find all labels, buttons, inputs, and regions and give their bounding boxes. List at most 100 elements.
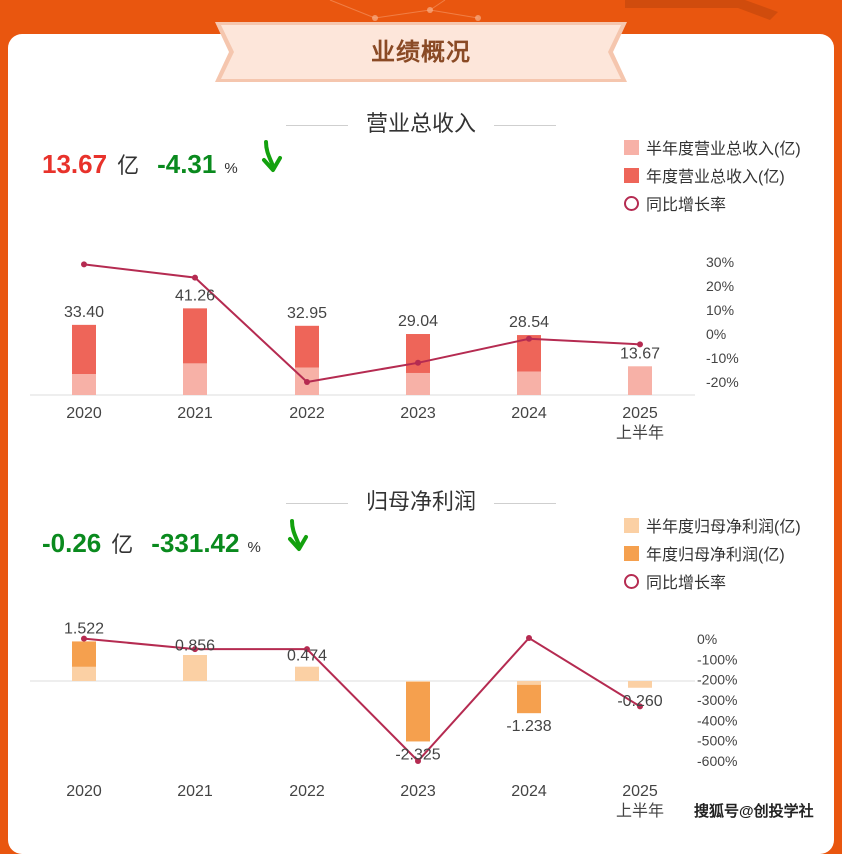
bar-value-label: -1.238 bbox=[506, 718, 551, 735]
bar-annual bbox=[517, 681, 541, 714]
yoy-growth-point bbox=[304, 379, 310, 385]
bar-value-label: 32.95 bbox=[287, 305, 327, 322]
category-label: 2022 bbox=[289, 405, 325, 422]
bar-value-label: -2.325 bbox=[395, 746, 440, 763]
right-axis-tick-label: -100% bbox=[697, 651, 737, 667]
category-label: 2023 bbox=[400, 783, 436, 800]
bar-annual bbox=[406, 681, 430, 742]
bar-half-year bbox=[517, 371, 541, 395]
revenue-title-text: 营业总收入 bbox=[365, 111, 476, 136]
yoy-growth-point bbox=[526, 634, 532, 641]
bar-half-year bbox=[406, 681, 430, 682]
bar-value-label: 29.04 bbox=[398, 313, 438, 330]
right-axis-tick-label: 20% bbox=[706, 278, 734, 294]
legend-swatch bbox=[624, 545, 639, 561]
bar-value-label: 13.67 bbox=[620, 345, 660, 362]
legend-label: 年度营业总收入(亿) bbox=[646, 169, 785, 186]
legend-swatch bbox=[624, 139, 639, 155]
bar-value-label: 41.26 bbox=[175, 287, 215, 304]
legend-item-half-year-profit: 半年度归母净利润(亿) bbox=[624, 511, 801, 539]
legend-item-yoy-growth: 同比增长率 bbox=[624, 567, 801, 595]
legend-item-half-year-revenue: 半年度营业总收入(亿) bbox=[624, 133, 801, 161]
bar-value-label: 28.54 bbox=[509, 314, 549, 331]
category-label: 2024 bbox=[511, 783, 547, 800]
bar-value-label: 1.522 bbox=[64, 620, 104, 637]
revenue-change: -4.31 bbox=[157, 149, 217, 179]
legend-swatch bbox=[624, 517, 639, 533]
right-axis-tick-label: 10% bbox=[706, 302, 734, 318]
legend-ring-icon bbox=[624, 573, 639, 589]
yoy-growth-point bbox=[415, 758, 421, 764]
bar-half-year bbox=[72, 374, 96, 395]
legend-ring-icon bbox=[624, 195, 639, 211]
yoy-growth-point bbox=[526, 335, 532, 342]
watermark: 搜狐号@创投学社 bbox=[694, 803, 814, 820]
right-axis-tick-label: 30% bbox=[706, 254, 734, 270]
right-axis-tick-label: -400% bbox=[697, 712, 737, 728]
bar-value-label: 0.856 bbox=[175, 638, 215, 655]
category-label: 2021 bbox=[177, 783, 213, 800]
category-label: 2020 bbox=[66, 783, 102, 800]
yoy-growth-point bbox=[415, 359, 421, 366]
bar-value-label: -0.260 bbox=[617, 693, 662, 710]
profit-section-title: 归母净利润 bbox=[0, 484, 842, 516]
legend-item-annual-profit: 年度归母净利润(亿) bbox=[624, 539, 801, 567]
bar-half-year bbox=[628, 366, 652, 395]
title-ribbon bbox=[215, 22, 627, 82]
bar-half-year bbox=[517, 681, 541, 685]
yoy-growth-point bbox=[81, 635, 87, 642]
legend-label: 半年度归母净利润(亿) bbox=[646, 519, 801, 536]
bar-value-label: 33.40 bbox=[64, 304, 104, 321]
profit-unit: 亿 bbox=[111, 532, 134, 557]
profit-value: -0.26 bbox=[42, 528, 102, 558]
right-axis-tick-label: -600% bbox=[697, 753, 737, 769]
title-rule-right bbox=[494, 124, 556, 126]
right-axis-tick-label: -10% bbox=[706, 350, 739, 366]
legend-item-yoy-growth: 同比增长率 bbox=[624, 189, 801, 217]
yoy-growth-point bbox=[81, 261, 87, 268]
yoy-growth-point bbox=[192, 274, 198, 281]
category-label: 2025 bbox=[622, 405, 658, 422]
bar-half-year bbox=[628, 681, 652, 688]
bar-half-year bbox=[295, 666, 319, 681]
profit-summary: -0.26 亿 -331.42% bbox=[42, 519, 308, 559]
category-label: 上半年 bbox=[616, 802, 664, 820]
profit-legend: 半年度归母净利润(亿) 年度归母净利润(亿) 同比增长率 bbox=[624, 511, 801, 595]
yoy-growth-point bbox=[304, 646, 310, 653]
category-label: 2021 bbox=[177, 405, 213, 422]
right-axis-tick-label: 0% bbox=[706, 326, 726, 342]
profit-change-unit: % bbox=[247, 539, 261, 556]
category-label: 2022 bbox=[289, 783, 325, 800]
yoy-growth-line bbox=[83, 263, 641, 384]
bar-half-year bbox=[183, 655, 207, 681]
legend-label: 半年度营业总收入(亿) bbox=[646, 141, 801, 158]
category-label: 上半年 bbox=[616, 424, 664, 442]
right-axis-tick-label: -500% bbox=[697, 733, 737, 749]
right-axis-tick-label: 0% bbox=[697, 631, 717, 647]
right-axis-tick-label: -20% bbox=[706, 374, 739, 390]
revenue-summary: 13.67 亿 -4.31% bbox=[42, 140, 282, 180]
right-axis-tick-label: -300% bbox=[697, 692, 737, 708]
yoy-growth-point bbox=[637, 703, 643, 710]
profit-chart: 1.522 0.856 0.474 -2.325 -1.238 -0.260 0% -100%… bbox=[30, 620, 737, 820]
legend-label: 同比增长率 bbox=[646, 197, 727, 214]
revenue-chart: 33.40 41.26 32.95 29.04 28.54 13.67 30% 20% 10% 0… bbox=[30, 254, 739, 442]
yoy-growth-point bbox=[637, 341, 643, 348]
legend-label: 年度归母净利润(亿) bbox=[646, 547, 785, 564]
category-label: 2023 bbox=[400, 405, 436, 422]
category-label: 2024 bbox=[511, 405, 547, 422]
title-rule-left bbox=[285, 502, 348, 504]
bar-value-label: 0.474 bbox=[287, 648, 327, 665]
yoy-growth-line bbox=[83, 636, 641, 763]
legend-label: 同比增长率 bbox=[646, 575, 727, 592]
revenue-legend: 半年度营业总收入(亿) 年度营业总收入(亿) 同比增长率 bbox=[624, 133, 801, 217]
revenue-change-unit: % bbox=[224, 160, 238, 177]
header-decoration bbox=[329, 0, 778, 21]
yoy-growth-point bbox=[192, 646, 198, 653]
category-label: 2020 bbox=[66, 405, 102, 422]
category-label: 2025 bbox=[622, 783, 658, 800]
bar-half-year bbox=[183, 363, 207, 395]
right-axis-tick-label: -200% bbox=[697, 672, 737, 688]
title-rule-right bbox=[494, 502, 556, 504]
revenue-unit: 亿 bbox=[117, 153, 140, 178]
